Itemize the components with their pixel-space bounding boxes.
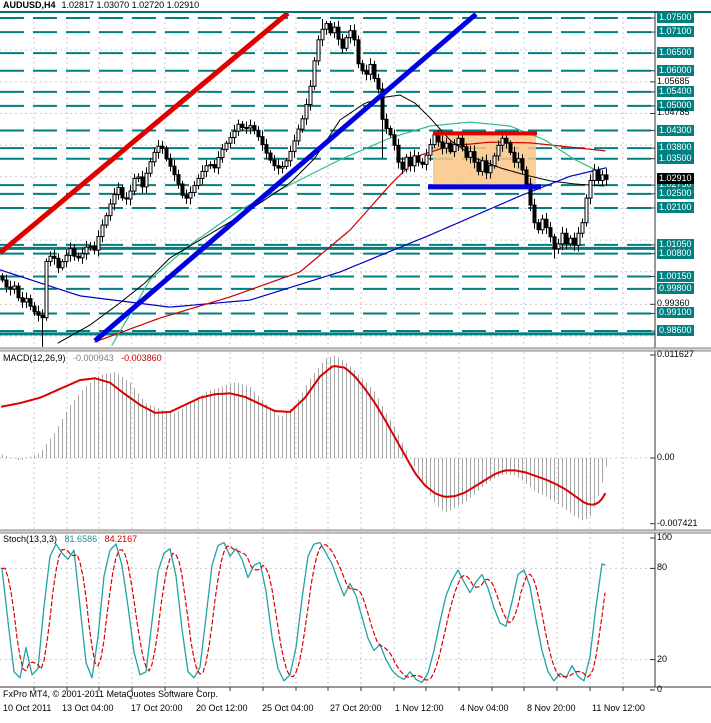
price-level-label: 1.00800 xyxy=(657,248,694,259)
macd-scale-label: 0.00 xyxy=(657,452,675,462)
time-axis-label: 1 Nov 12:00 xyxy=(395,703,444,713)
price-level-label: 1.00150 xyxy=(657,271,694,282)
time-axis-label: 17 Oct 20:00 xyxy=(131,703,183,713)
price-level-label: 1.04300 xyxy=(657,125,694,136)
copyright-footer: FxPro MT4, © 2001-2011 MetaQuotes Softwa… xyxy=(3,689,219,699)
price-tick-label: 0.99360 xyxy=(657,298,690,308)
time-axis-label: 4 Nov 04:00 xyxy=(460,703,509,713)
time-axis-label: 8 Nov 20:00 xyxy=(527,703,576,713)
price-tick-label: 1.04785 xyxy=(657,107,690,117)
stoch-scale-label: 0 xyxy=(657,684,663,694)
price-level-label: 0.99800 xyxy=(657,283,694,294)
price-tick-label: 1.05685 xyxy=(657,76,690,86)
price-level-label: 0.98600 xyxy=(657,325,694,336)
stoch-scale-label: 20 xyxy=(657,654,668,664)
price-level-label: 1.07100 xyxy=(657,26,694,37)
stoch-scale-label: 100 xyxy=(657,532,673,542)
stoch-k-value: 81.6586 xyxy=(64,534,98,544)
time-axis-label: 11 Nov 12:00 xyxy=(592,703,645,713)
stoch-scale-label: 80 xyxy=(657,562,668,572)
macd-name: MACD(12,26,9) xyxy=(3,353,66,363)
stoch-name: Stoch(13,3,3) xyxy=(3,534,58,544)
price-level-label: 1.06500 xyxy=(657,47,694,58)
time-axis-label: 10 Oct 2011 xyxy=(3,703,52,713)
time-axis-label: 20 Oct 12:00 xyxy=(196,703,248,713)
price-level-label: 1.02750 xyxy=(657,179,694,190)
time-axis-label: 27 Oct 20:00 xyxy=(330,703,382,713)
price-level-label: 1.05000 xyxy=(657,100,694,111)
stoch-indicator-label: Stoch(13,3,3) 81.6586 84.2167 xyxy=(3,534,137,544)
price-level-label: 1.02500 xyxy=(657,188,694,199)
time-axis-label: 13 Oct 04:00 xyxy=(62,703,114,713)
macd-scale-label: 0.011627 xyxy=(657,349,694,359)
macd-signal-value: -0.003860 xyxy=(121,353,162,363)
price-level-label: 0.99100 xyxy=(657,307,694,318)
time-axis-label: 25 Oct 04:00 xyxy=(262,703,314,713)
price-level-label: 1.03800 xyxy=(657,142,694,153)
ohlc-values-label: 1.02817 1.03070 1.02720 1.02910 xyxy=(61,0,200,10)
symbol-timeframe-label: AUDUSD,H4 xyxy=(3,0,56,10)
stoch-d-value: 84.2167 xyxy=(104,534,138,544)
price-level-label: 1.06000 xyxy=(657,65,694,76)
macd-value: -0.000943 xyxy=(73,353,114,363)
price-level-label: 1.01050 xyxy=(657,239,694,250)
price-level-label: 1.02100 xyxy=(657,202,694,213)
macd-indicator-label: MACD(12,26,9) -0.000943 -0.003860 xyxy=(3,353,162,363)
macd-scale-label: -0.007421 xyxy=(657,518,698,528)
price-level-label: 1.05400 xyxy=(657,86,694,97)
price-level-label: 1.07500 xyxy=(657,12,694,23)
current-price-label: 1.02910 xyxy=(657,173,694,184)
price-level-label: 1.03500 xyxy=(657,153,694,164)
chart-title: AUDUSD,H4 1.02817 1.03070 1.02720 1.02910 xyxy=(3,0,199,11)
